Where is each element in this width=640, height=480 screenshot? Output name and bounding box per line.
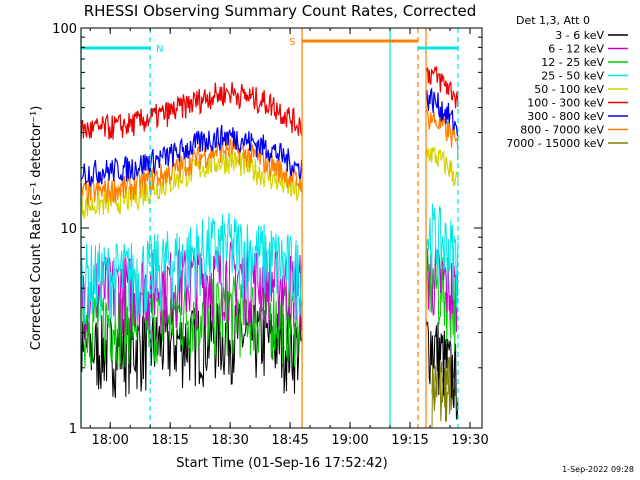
series-line xyxy=(80,81,303,140)
x-tick-label: 18:30 xyxy=(211,433,248,448)
series-line xyxy=(80,124,303,188)
series-800-7000-kev xyxy=(80,108,459,207)
series-line xyxy=(425,146,459,187)
series-line xyxy=(425,87,459,138)
legend-label: 6 - 12 keV xyxy=(548,43,604,56)
series-300-800-kev xyxy=(80,87,459,188)
series-line xyxy=(425,203,459,309)
x-tick-label: 18:45 xyxy=(271,433,308,448)
legend-label: 100 - 300 keV xyxy=(527,97,604,110)
legend-label: 25 - 50 keV xyxy=(541,70,604,83)
x-tick-label: 19:15 xyxy=(391,433,428,448)
chart-title: RHESSI Observing Summary Count Rates, Co… xyxy=(84,2,477,20)
legend-label: 12 - 25 keV xyxy=(541,56,604,69)
series-line xyxy=(80,138,303,207)
y-tick-label: 10 xyxy=(60,222,77,237)
legend-label: 300 - 800 keV xyxy=(527,110,604,123)
footer-timestamp: 1-Sep-2022 09:28 xyxy=(562,465,634,474)
series-line xyxy=(425,248,459,352)
series-line xyxy=(80,212,303,328)
x-tick-label: 18:00 xyxy=(91,433,128,448)
annotation-label: N xyxy=(156,44,163,55)
legend-header: Det 1,3, Att 0 xyxy=(516,14,590,27)
y-axis-label: Corrected Count Rate (s⁻¹ detector⁻¹) xyxy=(29,106,44,351)
legend-label: 800 - 7000 keV xyxy=(520,124,604,137)
x-tick-label: 19:30 xyxy=(451,433,488,448)
y-tick-label: 100 xyxy=(52,22,77,37)
x-tick-label: 19:00 xyxy=(331,433,368,448)
x-axis-label: Start Time (01-Sep-16 17:52:42) xyxy=(176,456,387,471)
legend-label: 3 - 6 keV xyxy=(555,29,604,42)
series-50-100-kev xyxy=(80,146,459,219)
series-line xyxy=(425,66,459,109)
series-line xyxy=(80,150,303,219)
y-tick-label: 1 xyxy=(69,422,77,437)
series-100-300-kev xyxy=(80,66,459,140)
legend-label: 7000 - 15000 keV xyxy=(506,137,604,150)
legend-label: 50 - 100 keV xyxy=(534,83,604,96)
series-25-50-kev xyxy=(80,203,459,328)
x-tick-label: 18:15 xyxy=(151,433,188,448)
axis-ticks: 18:00 18:15 18:30 18:45 19:00 19:15 19:30 1 10 10… xyxy=(52,22,489,448)
annotation-label: S xyxy=(289,37,295,48)
plot-area: NS xyxy=(80,28,459,428)
series-line xyxy=(425,319,459,420)
